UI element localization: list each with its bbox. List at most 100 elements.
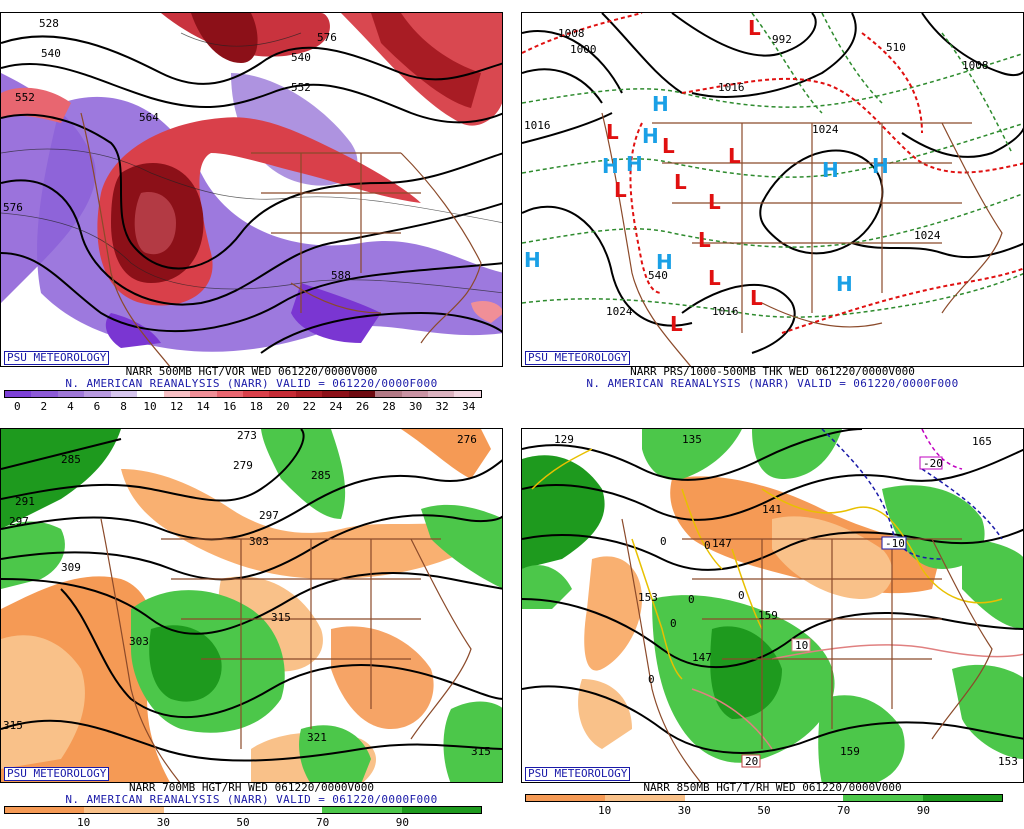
low-pressure-marker: L (670, 312, 683, 336)
colorbar-swatch (322, 391, 349, 397)
temperature-label: 0 (648, 673, 655, 686)
colorbar-swatch (605, 795, 685, 801)
colorbar-tick-label: 20 (276, 400, 290, 413)
temperature-label: 0 (738, 589, 745, 602)
high-pressure-marker: H (872, 154, 889, 178)
colorbar-swatch (763, 795, 844, 801)
colorbar-tick-label: 26 (355, 400, 370, 413)
high-pressure-marker: H (822, 158, 839, 182)
panel-caption: NARR 850MB HGT/T/RH WED 061220/0000V000 (643, 781, 902, 794)
contour-label: 297 (9, 515, 29, 528)
contour-label: 1016 (712, 305, 739, 318)
contour-label: 540 (41, 47, 61, 60)
contour-label: 276 (457, 433, 477, 446)
contour-label: 315 (3, 719, 23, 732)
contour-label: 1024 (606, 305, 633, 318)
panel-caption: NARR PRS/1000-500MB THK WED 061220/0000V… (630, 365, 915, 378)
map-500mb: 528 540 552 564 576 588 540 552 576 PSU … (0, 12, 503, 367)
colorbar-swatch (84, 391, 111, 397)
contour-label: 576 (3, 201, 23, 214)
psu-meteorology-badge: PSU METEOROLOGY (4, 767, 110, 781)
map-850mb: 135 141 147 153 159 147 159 153 165 129 … (521, 428, 1024, 783)
contour-label: 153 (998, 755, 1018, 768)
colorbar-swatch (922, 795, 1002, 801)
high-pressure-marker: H (652, 92, 669, 116)
low-pressure-marker: L (708, 190, 721, 214)
contour-label: 141 (762, 503, 782, 516)
contour-label: 540 (291, 51, 311, 64)
high-pressure-marker: H (642, 124, 659, 148)
colorbar-tick-label: 6 (93, 400, 101, 413)
low-pressure-marker: L (748, 16, 761, 40)
colorbar-swatch (5, 391, 32, 397)
colorbar-swatch (216, 391, 243, 397)
colorbar-tick-label: 70 (837, 804, 851, 817)
psu-meteorology-badge: PSU METEOROLOGY (525, 351, 631, 365)
contour-label: 540 (648, 269, 668, 282)
contour-label: 153 (638, 591, 658, 604)
psu-meteorology-badge: PSU METEOROLOGY (525, 767, 631, 781)
contour-label: 315 (271, 611, 291, 624)
contour-label: 564 (139, 111, 159, 124)
colorbar-swatch (5, 807, 85, 813)
panel-850mb: 135 141 147 153 159 147 159 153 165 129 … (521, 428, 1024, 819)
contour-label: 309 (61, 561, 81, 574)
temperature-label: 0 (688, 593, 695, 606)
contour-label: 135 (682, 433, 702, 446)
contour-label: 315 (471, 745, 491, 758)
panel-500mb: 528 540 552 564 576 588 540 552 576 PSU … (0, 12, 503, 413)
colorbar-swatch (84, 807, 164, 813)
high-pressure-marker: H (836, 272, 853, 296)
contour-label: 273 (237, 429, 257, 442)
contour-label: 285 (311, 469, 331, 482)
colorbar-tick-label: 10 (143, 400, 157, 413)
panel-subcaption: N. AMERICAN REANALYSIS (NARR) VALID = 06… (586, 377, 959, 390)
colorbar-swatch (684, 795, 764, 801)
colorbar-swatch (269, 391, 296, 397)
colorbar-swatch (375, 391, 402, 397)
contour-label: 1016 (718, 81, 745, 94)
low-pressure-marker: L (606, 120, 619, 144)
temperature-label: 20 (745, 755, 758, 768)
contour-label: 528 (39, 17, 59, 30)
low-pressure-marker: L (728, 144, 741, 168)
colorbar-swatch (31, 391, 58, 397)
contour-label: 285 (61, 453, 81, 466)
temperature-label: -10 (885, 537, 905, 550)
colorbar-swatch (242, 391, 270, 397)
high-pressure-marker: H (524, 248, 541, 272)
psu-meteorology-badge: PSU METEOROLOGY (4, 351, 110, 365)
colorbar-tick-label: 2 (40, 400, 48, 413)
high-pressure-marker: H (602, 154, 619, 178)
contour-label: 1000 (570, 43, 597, 56)
colorbar-tick-label: 30 (408, 400, 423, 413)
colorbar-tick-label: 8 (120, 400, 127, 413)
contour-label: 1008 (962, 59, 989, 72)
contour-label: 297 (259, 509, 279, 522)
contour-label: 291 (15, 495, 35, 508)
colorbar-swatch (57, 391, 85, 397)
panel-caption: NARR 700MB HGT/RH WED 061220/0000V000 (128, 781, 375, 794)
low-pressure-marker: L (662, 134, 675, 158)
low-pressure-marker: L (674, 170, 687, 194)
panel-surface-pressure: 1008 1000 992 1016 1024 1016 1024 1016 5… (521, 12, 1024, 412)
contour-label: 1024 (812, 123, 839, 136)
contour-label: 576 (317, 31, 337, 44)
colorbar-tick-label: 50 (757, 804, 771, 817)
contour-label: 303 (129, 635, 149, 648)
contour-label: 1024 (914, 229, 941, 242)
contour-label: 147 (692, 651, 712, 664)
temperature-label: 0 (704, 539, 711, 552)
vorticity-colorbar (4, 390, 482, 398)
contour-label: 159 (840, 745, 860, 758)
colorbar-tick-label: 24 (329, 400, 343, 413)
map-surface-pressure: 1008 1000 992 1016 1024 1016 1024 1016 5… (521, 12, 1024, 367)
contour-label: 552 (15, 91, 35, 104)
rh-colorbar (4, 806, 482, 814)
colorbar-tick-label: 14 (196, 400, 210, 413)
colorbar-swatch (843, 795, 923, 801)
colorbar-swatch (163, 391, 191, 397)
temperature-label: 0 (660, 535, 667, 548)
colorbar-swatch (110, 391, 138, 397)
colorbar-swatch (190, 391, 217, 397)
